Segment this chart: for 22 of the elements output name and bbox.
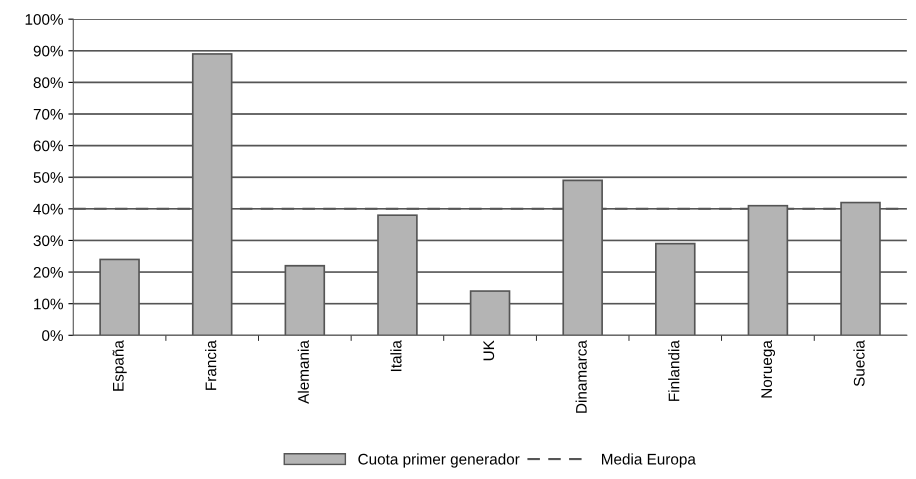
legend-label: Media Europa bbox=[602, 453, 696, 468]
y-tick-label: 90% bbox=[34, 46, 64, 56]
x-tick-label: Suecia bbox=[853, 340, 865, 386]
y-tick-label: 10% bbox=[34, 298, 64, 310]
x-tick-label: Francia bbox=[205, 340, 216, 390]
x-tick-label: Italia bbox=[390, 340, 402, 372]
y-tick-label: 0% bbox=[42, 330, 64, 341]
x-tick-label: Noruega bbox=[761, 340, 776, 398]
y-tick-label: 20% bbox=[34, 266, 64, 278]
y-tick-label: 70% bbox=[34, 108, 64, 120]
y-tick-label: 30% bbox=[34, 235, 64, 246]
y-tick-label: 100% bbox=[26, 14, 64, 25]
y-tick-label: 80% bbox=[34, 77, 64, 88]
x-tick-label: UK bbox=[484, 340, 494, 360]
x-tick-label: España bbox=[112, 340, 127, 391]
x-tick-label: Alemania bbox=[298, 340, 309, 404]
y-tick-label: 50% bbox=[34, 172, 64, 183]
y-tick-label: 40% bbox=[33, 204, 64, 215]
x-tick-label: Finlandia bbox=[668, 340, 680, 401]
y-tick-label: 60% bbox=[34, 140, 64, 152]
x-tick-label: Dinamarca bbox=[576, 340, 587, 413]
legend-label: Cuota primer generador bbox=[358, 453, 520, 468]
